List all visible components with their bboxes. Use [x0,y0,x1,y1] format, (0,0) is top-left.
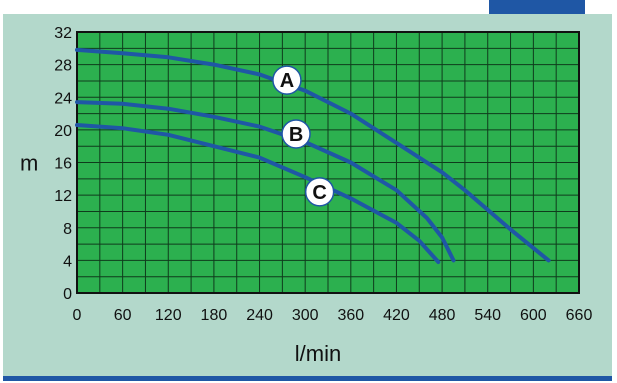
y-axis-title: m [20,151,38,176]
curve-label-bubble [281,119,311,149]
curve-label-bubble [272,65,302,95]
curve-label-c: C [312,182,326,204]
curve-label-b: B [289,124,303,146]
y-axis-ticks: 0 4 8 12 16 20 24 28 32 [54,25,72,303]
x-tick-label: 660 [566,307,593,324]
y-tick-label: 28 [54,58,72,75]
bottom-accent-rule [3,376,612,381]
curve-label-bubble [304,177,335,207]
curve-labels: A B C [272,65,335,207]
x-tick-label: 420 [383,307,410,324]
x-tick-label: 540 [474,307,501,324]
y-tick-label: 0 [63,286,72,303]
x-tick-label: 0 [73,307,82,324]
x-axis-ticks: 0 60 120 180 240 300 360 420 480 540 600 660 [73,307,593,324]
curve-a [75,47,551,263]
x-tick-label: 600 [520,307,547,324]
y-tick-label: 32 [54,25,72,42]
corner-accent-bar [489,0,585,14]
x-tick-label: 480 [429,307,456,324]
x-tick-label: 300 [292,307,319,324]
curve-label-a: A [280,70,294,92]
y-tick-label: 16 [54,156,72,173]
x-tick-label: 180 [201,307,228,324]
y-tick-label: 8 [63,221,72,238]
curve-c [75,123,441,264]
x-axis-title: l/min [295,341,341,366]
x-tick-label: 240 [246,307,273,324]
y-tick-label: 24 [54,90,72,107]
grid-lines [77,32,579,293]
plot-border [76,31,580,294]
y-tick-label: 4 [63,253,72,270]
x-tick-label: 360 [337,307,364,324]
x-tick-label: 60 [114,307,132,324]
y-tick-label: 20 [54,123,72,140]
x-tick-label: 120 [155,307,182,324]
y-tick-label: 12 [54,188,72,205]
